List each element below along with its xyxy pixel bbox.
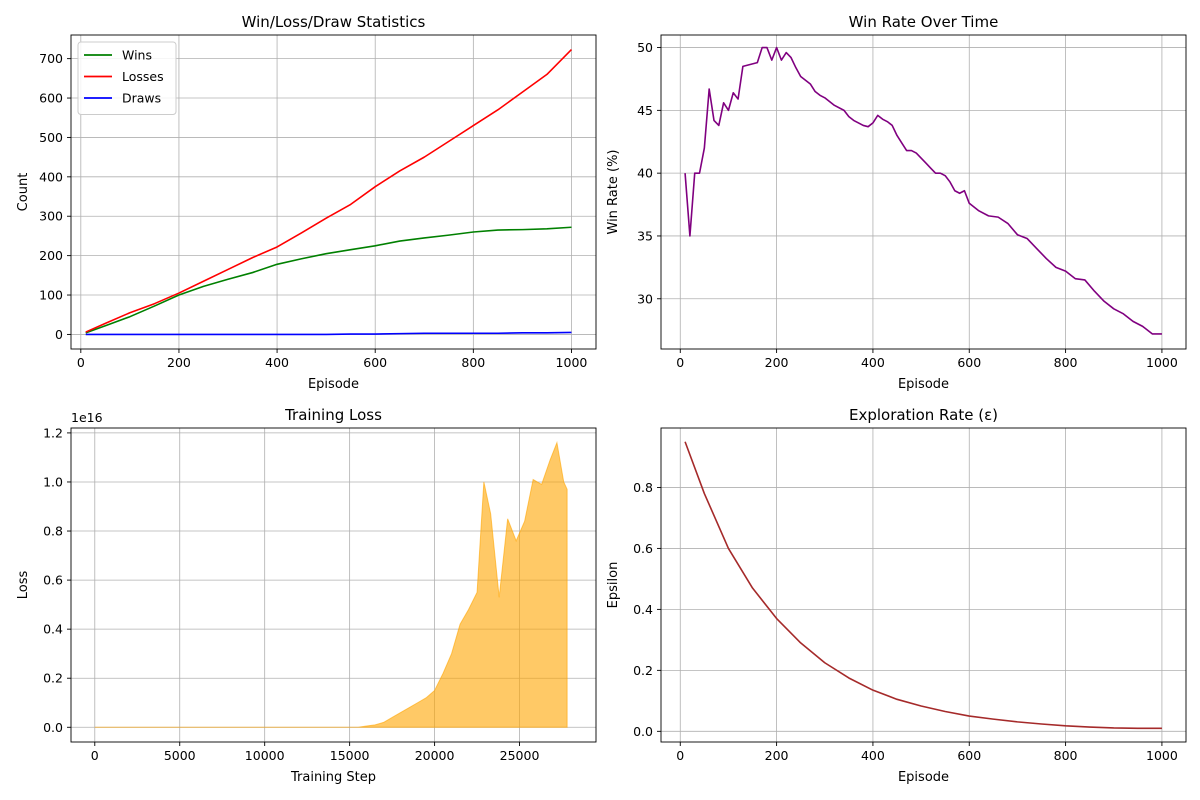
axes-frame bbox=[70, 427, 597, 743]
y-tick-label: 0.8 bbox=[633, 480, 653, 495]
x-tick-label: 800 bbox=[1054, 355, 1078, 370]
chart-title: Win/Loss/Draw Statistics bbox=[242, 13, 426, 31]
y-tick-label: 0.2 bbox=[633, 663, 653, 678]
y-tick-label: 200 bbox=[39, 248, 63, 263]
y-axis-label: Epsilon bbox=[606, 562, 621, 609]
y-tick-label: 0.6 bbox=[43, 573, 63, 588]
x-tick-label: 200 bbox=[167, 355, 191, 370]
axes-frame bbox=[660, 427, 1187, 743]
series-line-losses bbox=[85, 49, 573, 333]
y-tick-label: 0.4 bbox=[43, 622, 63, 637]
chart-title: Win Rate Over Time bbox=[849, 13, 999, 31]
x-tick-label: 1000 bbox=[1146, 355, 1178, 370]
legend: Wins Losses Draws bbox=[77, 41, 177, 115]
chart-panel-4: 0 200 400 600 800 1000 0.0 0.2 0.4 0.6 0.8 Explorat… bbox=[606, 406, 1187, 785]
x-tick-label: 25000 bbox=[500, 748, 540, 763]
y-tick-label: 500 bbox=[39, 130, 63, 145]
x-tick-label: 20000 bbox=[415, 748, 455, 763]
y-tick-label: 0.8 bbox=[43, 524, 63, 539]
y-tick-label: 30 bbox=[637, 291, 653, 306]
y-tick-label: 100 bbox=[39, 288, 63, 303]
x-axis-label: Training Step bbox=[290, 770, 376, 785]
series-line-1 bbox=[684, 441, 1162, 730]
x-tick-label: 200 bbox=[765, 748, 789, 763]
axis-offset-label: 1e16 bbox=[71, 410, 103, 425]
legend-box bbox=[77, 41, 177, 115]
y-tick-label: 1.0 bbox=[43, 474, 63, 489]
x-tick-label: 0 bbox=[91, 748, 99, 763]
y-tick-label: 600 bbox=[39, 91, 63, 106]
legend-label-losses: Losses bbox=[122, 69, 164, 84]
y-tick-label: 0.0 bbox=[43, 720, 63, 735]
series-line-wins bbox=[85, 226, 572, 334]
y-axis-label: Loss bbox=[16, 571, 31, 600]
x-tick-label: 400 bbox=[861, 355, 885, 370]
y-axis-label: Count bbox=[16, 173, 31, 212]
legend-label-draws: Draws bbox=[122, 91, 161, 106]
chart-panel-1: 0 200 400 600 800 1000 0 100 200 300 400 500 600 700 W… bbox=[16, 13, 597, 392]
y-tick-label: 0 bbox=[55, 327, 63, 342]
y-tick-label: 700 bbox=[39, 51, 63, 66]
y-axis-label: Win Rate (%) bbox=[606, 150, 621, 235]
x-tick-label: 400 bbox=[265, 355, 289, 370]
x-tick-label: 200 bbox=[765, 355, 789, 370]
series-line-1 bbox=[684, 46, 1162, 335]
x-tick-label: 600 bbox=[363, 355, 387, 370]
x-tick-label: 15000 bbox=[330, 748, 370, 763]
x-tick-label: 600 bbox=[957, 355, 981, 370]
y-tick-label: 50 bbox=[637, 40, 653, 55]
y-tick-label: 0.4 bbox=[633, 602, 653, 617]
chart-panel-3: 0 5000 10000 15000 20000 25000 0.0 0.2 0.4 0.6 0.8… bbox=[16, 406, 597, 785]
x-tick-label: 5000 bbox=[164, 748, 196, 763]
x-tick-label: 800 bbox=[461, 355, 485, 370]
x-axis-label: Episode bbox=[898, 770, 949, 785]
chart-title: Training Loss bbox=[284, 406, 382, 424]
x-axis-label: Episode bbox=[898, 377, 949, 392]
y-tick-label: 45 bbox=[637, 103, 653, 118]
y-tick-label: 1.2 bbox=[43, 425, 63, 440]
y-tick-label: 300 bbox=[39, 209, 63, 224]
x-tick-label: 0 bbox=[676, 748, 684, 763]
chart-panel-2: 0 200 400 600 800 1000 30 35 40 45 50 Win Rate Over… bbox=[606, 13, 1187, 392]
loss-area-series bbox=[94, 440, 568, 728]
y-tick-label: 0.2 bbox=[43, 671, 63, 686]
chart-title: Exploration Rate (ε) bbox=[849, 406, 998, 424]
x-tick-label: 1000 bbox=[556, 355, 588, 370]
y-tick-label: 400 bbox=[39, 169, 63, 184]
x-tick-label: 400 bbox=[861, 748, 885, 763]
legend-label-wins: Wins bbox=[122, 48, 152, 63]
y-tick-label: 35 bbox=[637, 228, 653, 243]
y-tick-label: 40 bbox=[637, 166, 653, 181]
axes-frame bbox=[70, 34, 597, 350]
x-tick-label: 0 bbox=[676, 355, 684, 370]
axes-frame bbox=[660, 34, 1187, 350]
x-axis-label: Episode bbox=[308, 377, 359, 392]
x-tick-label: 1000 bbox=[1146, 748, 1178, 763]
y-tick-label: 0.6 bbox=[633, 541, 653, 556]
x-tick-label: 0 bbox=[77, 355, 85, 370]
x-tick-label: 600 bbox=[957, 748, 981, 763]
x-tick-label: 10000 bbox=[245, 748, 285, 763]
y-tick-label: 0.0 bbox=[633, 724, 653, 739]
series-line-draws bbox=[85, 331, 572, 336]
x-tick-label: 800 bbox=[1054, 748, 1078, 763]
